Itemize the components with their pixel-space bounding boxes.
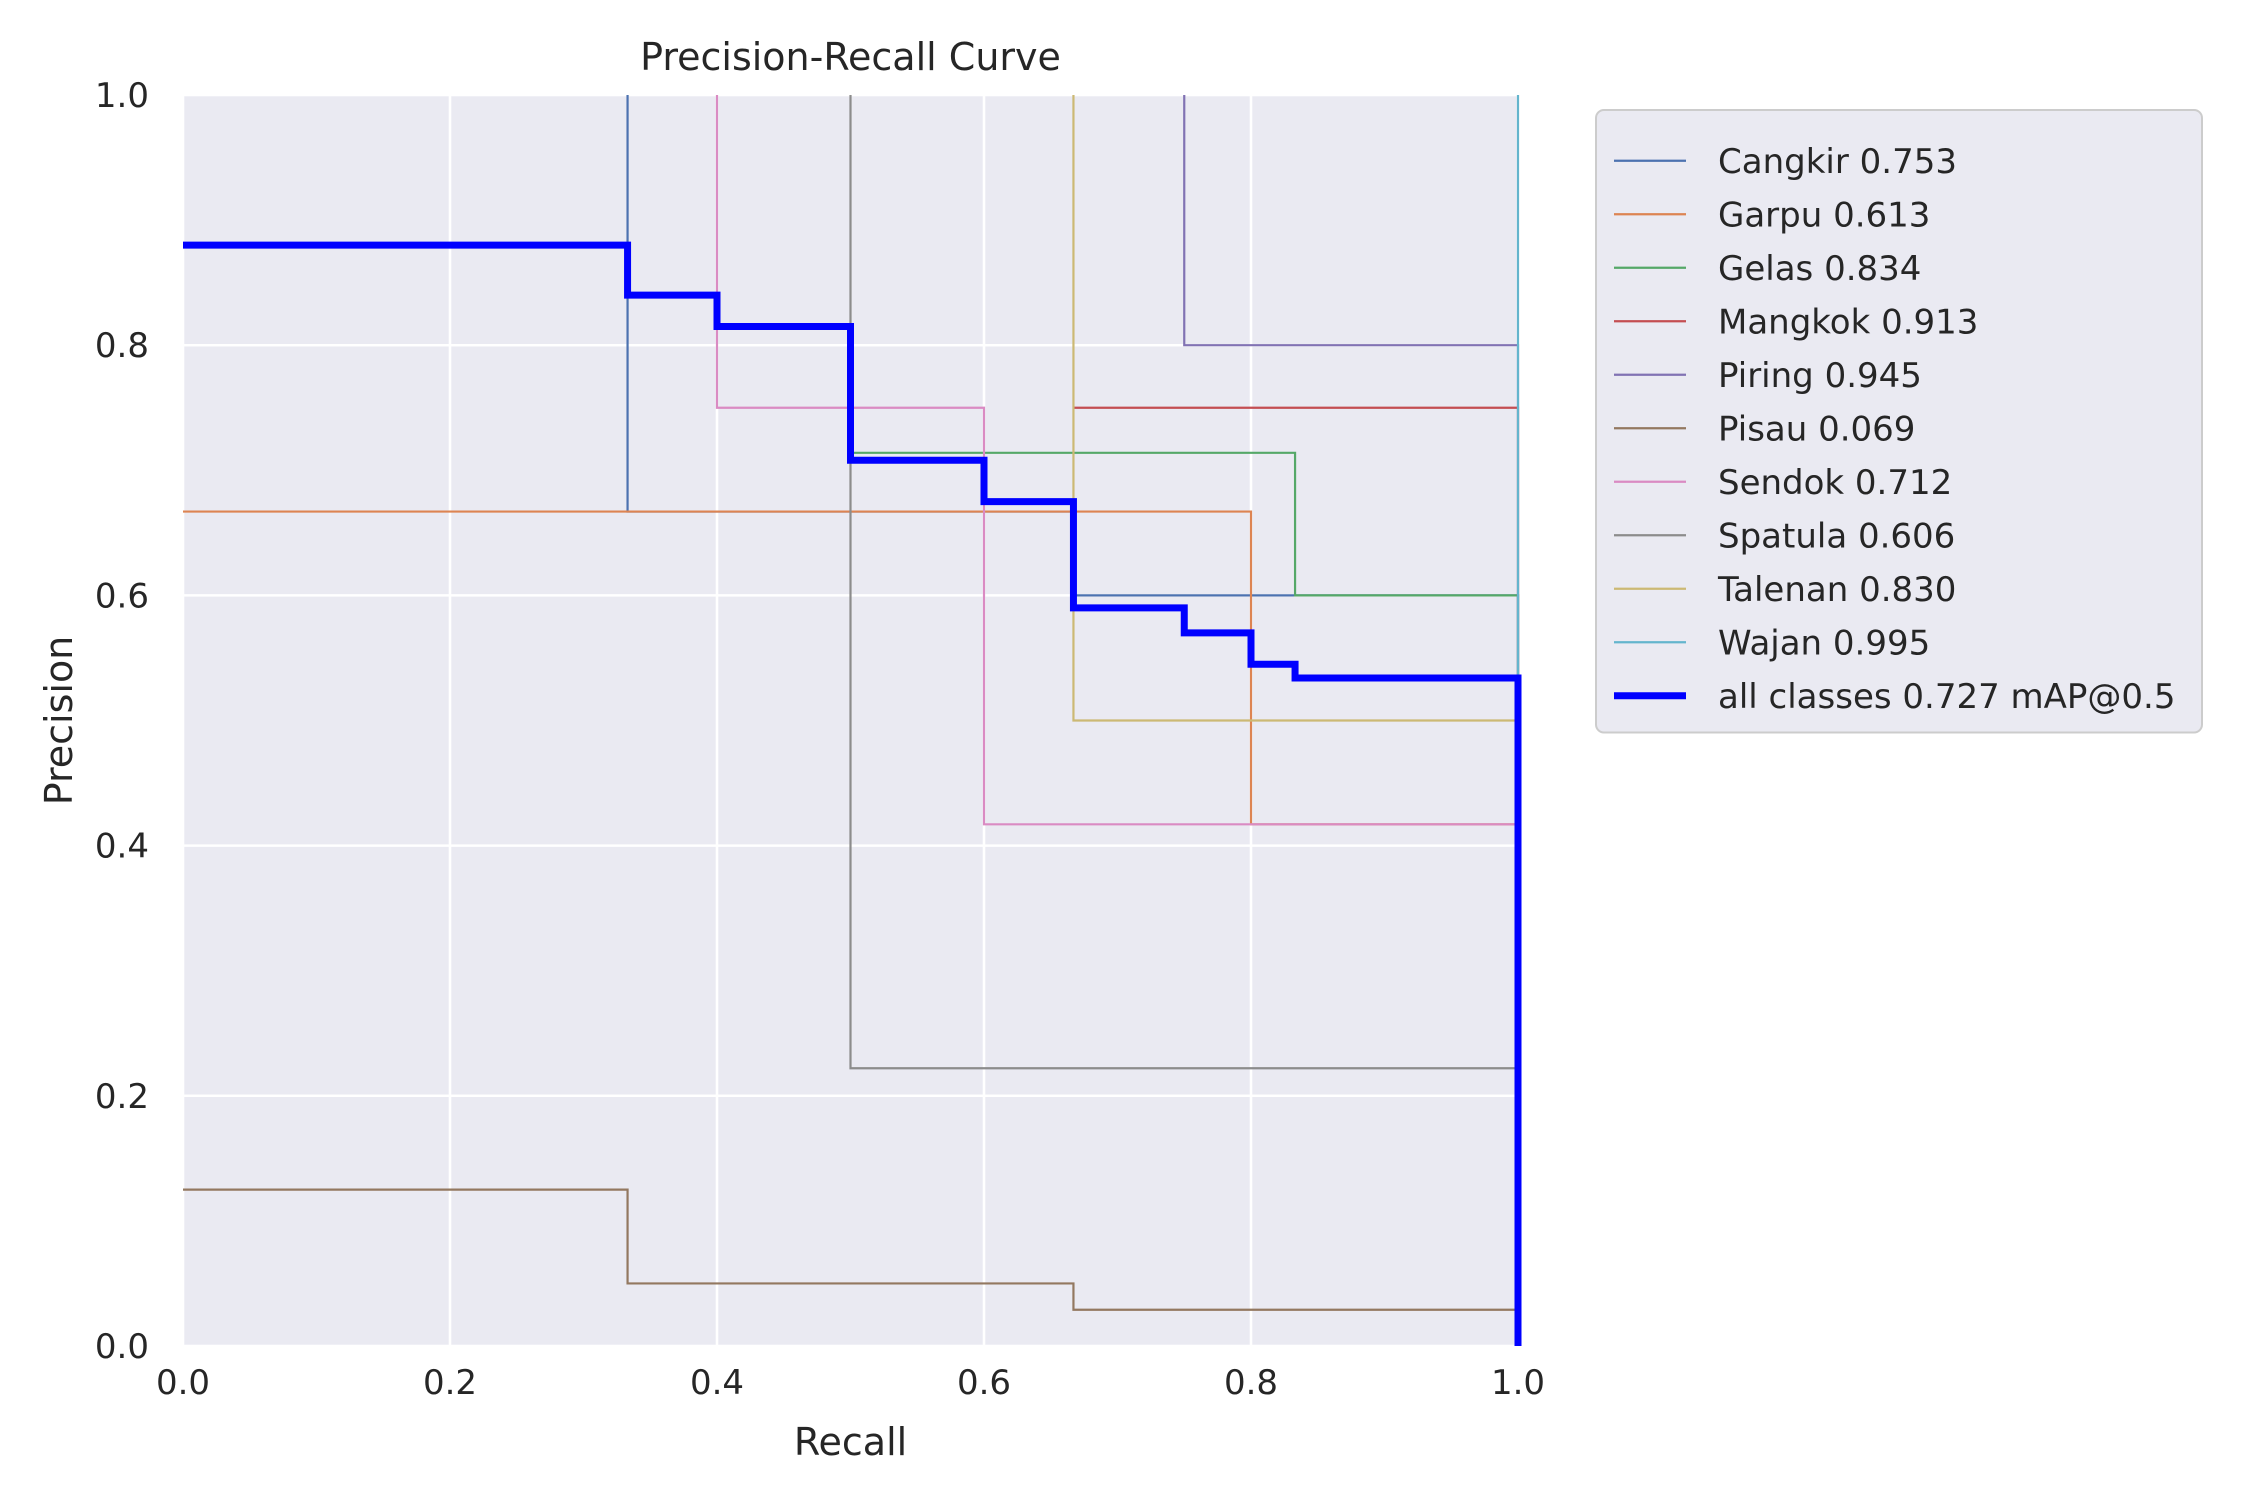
x-axis-label: Recall: [794, 1420, 907, 1464]
legend-label: Garpu 0.613: [1718, 195, 1930, 235]
legend-label: Cangkir 0.753: [1718, 142, 1957, 182]
y-tick-label: 0.2: [95, 1077, 149, 1117]
legend-label: Spatula 0.606: [1718, 516, 1955, 556]
legend-label: all classes 0.727 mAP@0.5: [1718, 677, 2175, 717]
legend-label: Piring 0.945: [1718, 356, 1922, 396]
chart-title: Precision-Recall Curve: [640, 35, 1061, 79]
y-tick-label: 1.0: [95, 76, 149, 116]
y-tick-label: 0.8: [95, 326, 149, 366]
y-axis-label: Precision: [37, 636, 81, 806]
legend-label: Mangkok 0.913: [1718, 302, 1978, 342]
y-tick-label: 0.6: [95, 576, 149, 616]
y-tick-label: 0.0: [95, 1327, 149, 1367]
legend-label: Talenan 0.830: [1717, 570, 1956, 610]
x-tick-label: 1.0: [1491, 1363, 1545, 1403]
y-tick-label: 0.4: [95, 827, 149, 867]
legend-label: Wajan 0.995: [1718, 623, 1930, 663]
x-tick-label: 0.2: [423, 1363, 477, 1403]
legend-label: Gelas 0.834: [1718, 249, 1921, 289]
legend-label: Sendok 0.712: [1718, 463, 1952, 503]
x-tick-label: 0.0: [156, 1363, 210, 1403]
x-tick-label: 0.4: [690, 1363, 744, 1403]
series-line-all-classes: [183, 241, 1522, 1346]
legend-box: [1595, 109, 2203, 734]
legend-label: Pisau 0.069: [1718, 409, 1915, 449]
x-tick-label: 0.6: [957, 1363, 1011, 1403]
x-tick-label: 0.8: [1224, 1363, 1278, 1403]
legend: Cangkir 0.753 Garpu 0.613 Gelas 0.834 Mangk…: [1595, 109, 2203, 734]
